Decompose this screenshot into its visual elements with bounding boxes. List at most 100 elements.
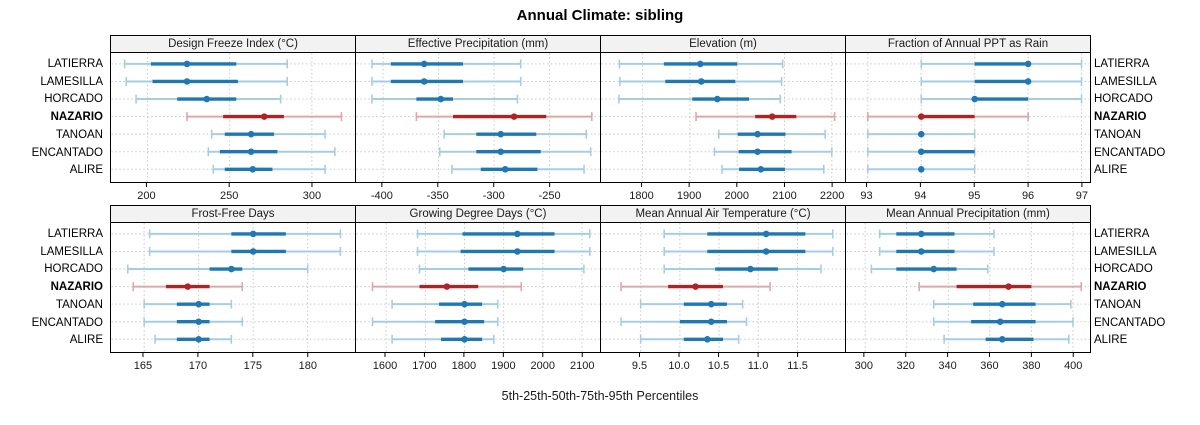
percentile-row-alire [212,164,326,174]
median-dot [768,113,776,120]
panel-title: Design Freeze Index (°C) [168,38,298,50]
tick-label: 95 [968,190,980,202]
site-label-tanoan: TANOAN [1094,298,1142,311]
panel-strip: Frost-Free Days [110,205,355,223]
tick-label: 200 [137,190,155,202]
site-label-nazario: NAZARIO [1094,111,1147,124]
site-label-lamesilla: LAMESILLA [1094,245,1157,258]
x-axis-ticks: 1800 1900 2000 2100 2200 [629,183,844,202]
tick-label: 2100 [772,190,796,202]
percentile-row-encantado [620,317,748,327]
percentile-row-lamesilla [416,247,591,256]
median-dot [692,283,699,290]
median-dot [443,283,451,290]
x-axis-ticks: 9.5 10.0 10.5 11.0 11.5 [632,353,808,372]
tick-label: 2100 [570,360,594,372]
median-dot [707,318,715,326]
x-axis-ticks: 1600 1700 1800 1900 2000 2100 [373,353,594,372]
median-dot [249,166,256,173]
tick-label: 300 [303,190,321,202]
panel-strip: Design Freeze Index (°C) [110,35,355,53]
panel-title: Mean Annual Precipitation (mm) [886,208,1050,220]
site-label-encantado: ENCANTADO [31,146,103,159]
percentile-row-encantado [713,147,833,157]
tick-label: 2000 [531,360,555,372]
percentile-row-encantado [143,317,244,327]
median-dot [461,318,468,326]
median-dot [247,130,255,138]
tick-label: -250 [539,190,561,202]
percentile-row-lamesilla [125,77,289,86]
panel-plot [355,223,600,353]
site-label-tanoan: TANOAN [1094,128,1142,141]
percentile-row-nazario [918,282,1083,292]
median-dot [183,60,191,68]
percentile-row-latierra [920,59,1083,69]
tick-label: 2200 [820,190,844,202]
median-dot [747,265,754,273]
x-axis-ticks: -400 -350 -300 -250 [371,183,561,202]
median-dot [260,113,268,120]
median-dot [420,78,428,85]
site-label-nazario: NAZARIO [50,111,103,124]
panel-title: Growing Degree Days (°C) [409,208,547,220]
median-dot [917,130,925,138]
median-dot [996,318,1004,326]
tick-label: 97 [1076,190,1088,202]
tick-label: 170 [189,360,207,372]
percentile-row-latierra [618,59,784,69]
panel-strip: Growing Degree Days (°C) [355,205,600,223]
median-dot [917,248,925,255]
tick-label: 11.0 [748,360,769,372]
site-label-horcado: HORCADO [1094,263,1153,276]
tick-label: 1700 [412,360,436,372]
percentile-row-latierra [663,229,834,239]
tick-label: 180 [299,360,317,372]
tick-label: 9.5 [632,360,647,372]
median-dot [697,78,705,85]
x-axis-caption: 5th-25th-50th-75th-95th Percentiles [501,389,699,403]
site-label-encantado: ENCANTADO [31,316,103,329]
percentile-row-encantado [207,147,336,157]
site-label-nazario: NAZARIO [50,281,103,294]
panel-title: Mean Annual Air Temperature (°C) [635,208,811,220]
median-dot [971,95,978,103]
median-dot [497,148,505,156]
panel-strip: Mean Annual Precipitation (mm) [845,205,1091,223]
percentile-row-encantado [371,317,499,327]
panel-plot [600,53,845,183]
panel-plot [110,223,355,353]
tick-label: 340 [938,360,956,372]
tick-label: 250 [220,190,238,202]
panel-plot [600,223,845,353]
percentile-row-nazario [867,112,1029,122]
median-dot [501,166,509,173]
tick-label: 11.5 [787,360,808,372]
panel-plot [845,223,1091,353]
site-label-alire: ALIRE [69,334,103,347]
x-axis-ticks: 165 170 175 180 [134,353,317,372]
median-dot [249,230,257,238]
median-dot [762,230,770,238]
tick-label: 1600 [373,360,397,372]
percentile-row-encantado [867,147,976,157]
x-axis-ticks: 200 250 300 [137,183,321,202]
percentile-row-latierra [148,229,342,239]
median-dot [420,60,428,68]
percentile-row-lamesilla [663,247,834,256]
percentile-row-tanoan [443,129,588,139]
tick-label: 400 [1064,360,1082,372]
median-dot [497,130,505,138]
median-dot [1024,78,1032,85]
tick-label: 380 [1022,360,1040,372]
median-dot [999,336,1006,343]
tick-label: 320 [897,360,915,372]
site-label-tanoan: TANOAN [55,298,103,311]
median-dot [184,283,192,290]
median-dot [917,230,925,238]
site-label-latierra: LATIERRA [1094,228,1150,240]
median-dot [697,60,704,68]
median-dot [930,265,937,273]
panel-title: Frost-Free Days [191,208,275,220]
site-label-horcado: HORCADO [44,263,103,276]
